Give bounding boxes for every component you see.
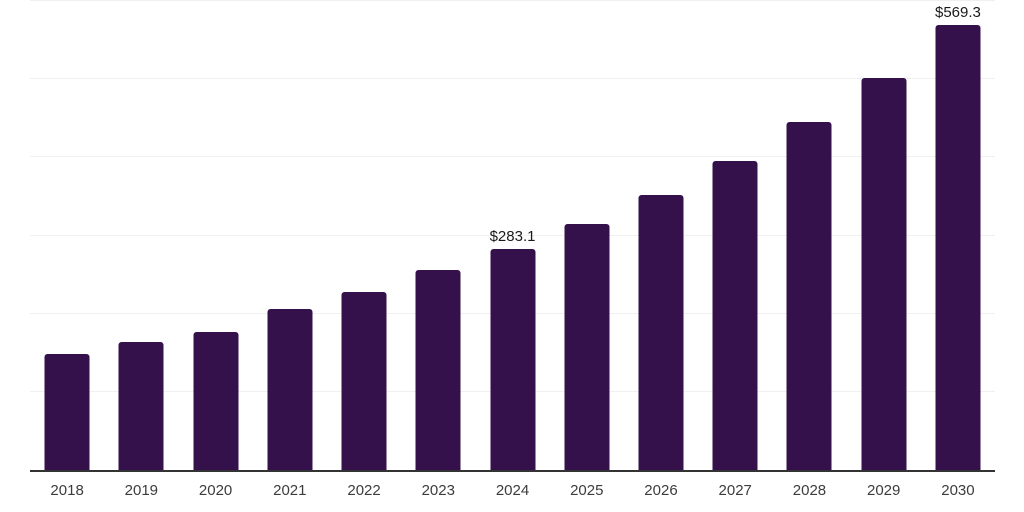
bar-2020[interactable] <box>193 331 239 470</box>
data-label-2024: $283.1 <box>489 227 536 245</box>
gridline-300 <box>30 234 995 236</box>
x-axis-line <box>30 470 995 472</box>
bar-2027[interactable] <box>712 161 758 470</box>
bar-2018[interactable] <box>44 354 90 470</box>
bar-2019[interactable] <box>118 342 164 470</box>
gridline-600 <box>30 0 995 1</box>
bar-slot-2019 <box>104 1 178 470</box>
bar-slot-2023 <box>401 1 475 470</box>
bar-slot-2026 <box>624 1 698 470</box>
bar-2026[interactable] <box>638 194 684 470</box>
x-tick-2018: 2018 <box>50 482 84 499</box>
bars: $283.1 $569.3 <box>30 1 995 470</box>
bar-2030[interactable] <box>935 25 981 470</box>
bar-2025[interactable] <box>564 223 610 470</box>
bar-2022[interactable] <box>341 292 387 470</box>
bar-slot-2028 <box>772 1 846 470</box>
data-label-2030: $569.3 <box>934 4 981 21</box>
x-tick-2019: 2019 <box>124 482 159 499</box>
x-tick-2029: 2029 <box>867 482 901 499</box>
gridline-400 <box>30 156 995 158</box>
x-tick-2023: 2023 <box>421 482 455 499</box>
bar-2028[interactable] <box>786 122 832 470</box>
plot-area: $283.1 $569.3 <box>30 0 995 470</box>
x-axis: 2018 2019 2020 2021 2022 2023 2024 2025 2026 2027… <box>30 481 995 501</box>
x-tick-2025: 2025 <box>570 482 604 499</box>
x-tick-2021: 2021 <box>273 482 307 499</box>
bar-slot-2021 <box>253 1 327 470</box>
x-tick-2027: 2027 <box>718 482 752 499</box>
bar-2024[interactable] <box>490 248 536 470</box>
bar-slot-2030: $569.3 <box>921 1 995 470</box>
bar-slot-2022 <box>327 1 401 470</box>
bar-slot-2024: $283.1 <box>475 1 549 470</box>
bar-slot-2029 <box>847 1 921 470</box>
x-tick-2030: 2030 <box>941 482 975 499</box>
bar-slot-2018 <box>30 1 104 470</box>
bar-slot-2020 <box>178 1 252 470</box>
bar-2029[interactable] <box>861 77 907 470</box>
bar-slot-2025 <box>550 1 624 470</box>
x-tick-2028: 2028 <box>792 482 827 499</box>
x-tick-2026: 2026 <box>644 482 678 499</box>
x-tick-2020: 2020 <box>198 482 233 499</box>
bar-2023[interactable] <box>415 270 461 470</box>
x-tick-2022: 2022 <box>347 482 381 499</box>
bar-slot-2027 <box>698 1 772 470</box>
x-tick-2024: 2024 <box>495 482 530 499</box>
gridline-500 <box>30 78 995 80</box>
bar-2021[interactable] <box>267 308 313 470</box>
